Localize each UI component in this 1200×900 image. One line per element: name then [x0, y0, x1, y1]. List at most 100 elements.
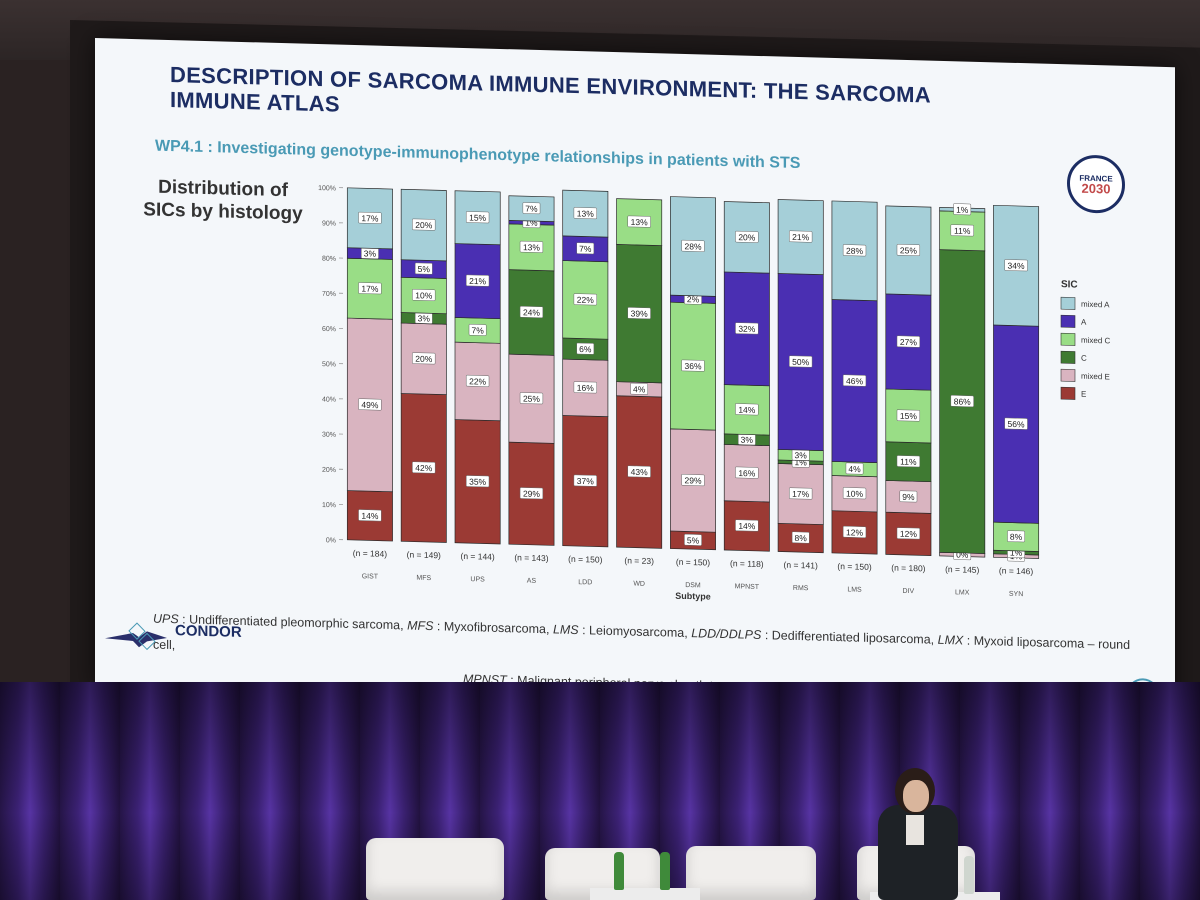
speaker-shirt	[906, 815, 924, 845]
data-label-box	[681, 359, 705, 372]
data-label-box	[684, 533, 702, 546]
data-label-box	[681, 474, 705, 487]
footnote-abbr: LMX	[937, 632, 964, 648]
legend-label: mixed C	[1081, 336, 1111, 346]
data-label-box	[789, 487, 813, 500]
data-label-box	[414, 262, 433, 275]
data-label-box	[735, 466, 759, 479]
data-label: 46%	[846, 376, 863, 386]
legend-label: mixed A	[1081, 300, 1110, 310]
data-label: 15%	[469, 213, 486, 223]
data-label-box	[465, 475, 490, 488]
legend-label: C	[1081, 354, 1087, 363]
sample-size-label: (n = 180)	[891, 563, 925, 574]
slide: DESCRIPTION OF SARCOMA IMMUNE ENVIRONMEN…	[95, 38, 1175, 718]
data-label: 14%	[738, 405, 755, 415]
water-bottle	[660, 852, 670, 890]
data-label: 86%	[954, 396, 971, 406]
x-tick-label: AS	[527, 578, 537, 585]
data-label-box	[845, 462, 864, 475]
sample-size-label: (n = 144)	[460, 551, 494, 562]
data-label-box	[950, 395, 974, 408]
data-label-box	[1004, 259, 1028, 272]
data-label-box	[735, 322, 759, 335]
data-label: 17%	[361, 213, 378, 223]
data-label: 36%	[684, 361, 701, 371]
data-label: 8%	[795, 533, 808, 543]
data-label: 1%	[525, 218, 538, 228]
sample-size-label: (n = 23)	[624, 555, 654, 566]
legend-swatch	[1060, 386, 1076, 400]
data-label: 28%	[846, 246, 863, 256]
x-tick-label: LMS	[847, 586, 862, 593]
x-tick-label: LMX	[955, 589, 970, 596]
data-label: 7%	[471, 325, 484, 335]
data-label-box	[842, 487, 867, 500]
sample-size-label: (n = 143)	[514, 552, 548, 563]
water-bottle	[964, 856, 974, 894]
condor-logo-bird-icon	[105, 622, 167, 651]
y-tick-label: 30%	[322, 432, 336, 439]
footnote-text: : Leiomyosarcoma,	[578, 623, 692, 641]
y-tick-label: 90%	[322, 220, 336, 227]
x-tick-label: DIV	[903, 588, 915, 595]
y-tick-label: 70%	[322, 291, 336, 298]
footnote-abbr: UPS	[153, 611, 179, 627]
data-label-box	[412, 461, 436, 474]
legend-swatch	[1060, 332, 1076, 346]
x-tick-label: MPNST	[735, 583, 760, 591]
side-label: Distribution of SICs by histology	[143, 176, 303, 225]
data-label-box	[522, 202, 541, 215]
legend-swatch	[1060, 368, 1076, 382]
sample-size-label: (n = 184)	[353, 548, 387, 559]
data-label-box	[358, 282, 382, 295]
legend-title: SIC	[1061, 279, 1078, 290]
data-label-box	[519, 305, 544, 319]
legend-label: mixed E	[1081, 372, 1110, 382]
data-label-box	[896, 243, 921, 257]
x-tick-label: MFS	[416, 575, 431, 582]
stacked-bar-chart: 0% 10% 20% 30% 40% 50% 60% 70% 80% 90% 100% 14% 49% 1…	[318, 185, 1111, 602]
data-label: 6%	[579, 344, 592, 354]
data-label: 13%	[523, 242, 540, 252]
data-label: 10%	[415, 290, 432, 300]
data-label: 43%	[631, 467, 648, 477]
x-tick-label: RMS	[793, 585, 809, 592]
data-label-box	[576, 242, 595, 255]
data-label-box	[465, 374, 490, 387]
data-label-box	[735, 519, 759, 532]
logo-text-bottom: 2030	[1081, 180, 1111, 197]
data-label: 16%	[577, 383, 594, 393]
x-tick-label: GIST	[362, 573, 379, 580]
data-label: 17%	[792, 489, 809, 499]
data-label: 8%	[1010, 532, 1023, 542]
legend-label: E	[1081, 390, 1086, 399]
y-tick-label: 40%	[322, 396, 336, 403]
data-label: 25%	[900, 245, 917, 255]
data-label: 12%	[846, 527, 863, 537]
sample-size-label: (n = 149)	[407, 549, 441, 560]
data-label-box	[896, 409, 921, 422]
data-label-box	[950, 224, 974, 237]
data-label: 24%	[523, 307, 540, 317]
x-tick-label: UPS	[470, 576, 485, 583]
data-label-box	[465, 274, 490, 287]
data-label-box	[896, 335, 921, 348]
footnote-text: : Myxofibrosarcoma,	[433, 619, 553, 637]
data-label-box	[519, 240, 544, 253]
footnote-text: : Undifferentiated pleomorphic sarcoma,	[178, 612, 408, 633]
data-label: 29%	[523, 489, 540, 499]
slide-title: DESCRIPTION OF SARCOMA IMMUNE ENVIRONMEN…	[170, 62, 931, 117]
data-label-box	[358, 398, 382, 411]
data-label: 7%	[525, 203, 538, 213]
data-label-box	[899, 490, 918, 503]
data-label: 14%	[361, 511, 378, 521]
data-label: 32%	[738, 324, 755, 334]
data-label-box	[789, 230, 813, 243]
data-label: 2%	[687, 294, 700, 304]
side-table	[590, 888, 700, 900]
data-label-box	[627, 215, 651, 228]
x-tick-label: WD	[633, 581, 645, 588]
y-tick-label: 50%	[322, 361, 336, 368]
data-label: 20%	[415, 220, 432, 230]
